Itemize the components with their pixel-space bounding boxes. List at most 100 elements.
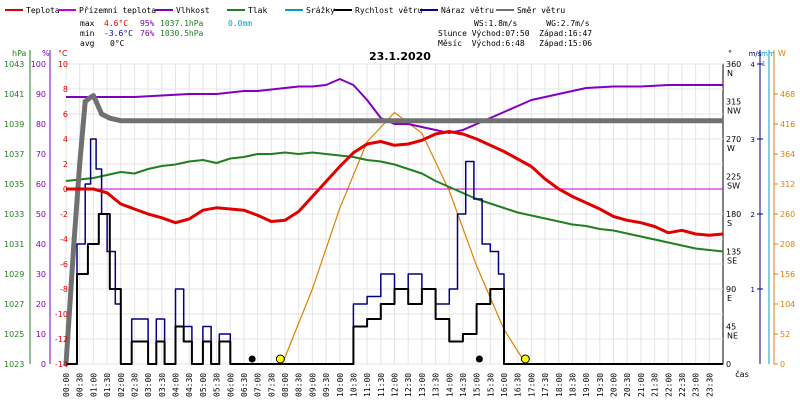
wind-direction-point [93,99,99,104]
celsius-tick-label: -8 [60,285,68,294]
stats-avg-label: avg [80,39,95,48]
time-tick-label: 11:00 [363,373,372,397]
time-tick-label: 14:30 [459,373,468,397]
x-axis-label: čas [735,369,748,379]
time-tick-label: 18:00 [555,373,564,397]
wind-tick-label: 1 [751,286,755,294]
time-tick-label: 06:30 [240,373,249,397]
time-tick-label: 19:30 [596,373,605,397]
stats-min-press: 1030.5hPa [160,29,204,38]
direction-tick-label: 180 [726,210,741,219]
direction-tick-label: 360 [726,60,741,69]
series-tlak-line [65,151,724,253]
direction-tick-label: 45 [726,323,736,332]
direction-name-label: S [727,219,732,228]
time-tick-label: 13:30 [432,373,441,397]
stats-max-temp: 4.6°C [104,19,128,28]
stats-max-hum: 95% [140,19,155,28]
wind-direction-point [99,111,105,117]
percent-tick-label: 80 [36,120,46,129]
legend-label-naraz-vetru: Náraz větru [441,6,494,15]
wind-direction-point [77,161,83,167]
direction-tick-label: 225 [726,173,741,182]
hpa-tick-label: 1023 [4,360,24,369]
celsius-tick-label: -4 [60,235,68,244]
time-tick-label: 16:30 [514,373,523,397]
time-tick-label: 01:30 [103,373,112,397]
time-tick-label: 11:30 [377,373,386,397]
moonset-marker [475,355,483,363]
wind-tick-label: 3 [751,136,755,144]
time-tick-label: 17:30 [541,373,550,397]
percent-tick-label: 70 [36,150,46,159]
celsius-tick-label: -10 [55,310,68,319]
wind-info: WS:1.8m/s WG:2.7m/s [474,19,590,28]
precip-unit-label: mm [761,50,775,58]
series-naraz-vetru-line [66,138,723,365]
legend-label-vlhkost: Vlhkost [176,6,210,15]
precip-tick-label: 1 [762,60,766,68]
time-tick-label: 16:00 [500,373,509,397]
hpa-tick-label: 1041 [4,90,24,99]
legend-label-prizemni-teplota: Přízemní teplota [79,6,156,15]
time-tick-label: 22:30 [678,373,687,397]
time-tick-label: 09:30 [322,373,331,397]
wind-direction-point [82,99,88,104]
hpa-tick-label: 1027 [4,300,24,309]
direction-name-label: SE [727,257,737,266]
time-tick-label: 03:30 [158,373,167,397]
time-tick-label: 08:30 [295,373,304,397]
percent-tick-label: 50 [36,210,46,219]
series-vlhkost-line [66,78,723,134]
hpa-tick-label: 1035 [4,180,24,189]
wind-direction-point [90,93,96,99]
percent-tick-label: 0 [41,360,46,369]
chart-title: 23.1.2020 [369,50,431,63]
time-tick-label: 08:00 [281,373,290,397]
hpa-unit-label: hPa [12,49,27,58]
time-tick-label: 00:00 [62,373,71,397]
solar-tick-label: 260 [780,210,795,219]
percent-tick-label: 40 [36,240,46,249]
direction-name-label: N [727,69,733,78]
solar-tick-label: 416 [780,120,795,129]
percent-tick-label: 10 [36,330,46,339]
stats-min-label: min [80,29,95,38]
time-tick-label: 04:30 [185,373,194,397]
time-tick-label: 21:30 [651,373,660,397]
time-tick-label: 20:30 [623,373,632,397]
stats-max-press: 1037.1hPa [160,19,204,28]
time-tick-label: 22:00 [664,373,673,397]
celsius-tick-label: -14 [55,360,68,369]
time-tick-label: 15:30 [486,373,495,397]
percent-tick-label: 90 [36,90,46,99]
hpa-tick-label: 1039 [4,120,24,129]
time-tick-label: 06:00 [226,373,235,397]
sunrise-marker [275,354,285,364]
time-tick-label: 10:30 [349,373,358,397]
direction-unit-label: ° [728,49,732,58]
time-tick-label: 12:00 [391,373,400,397]
sun-info: Slunce Východ:07:50 Západ:16:47 [438,29,592,38]
direction-tick-label: 0 [726,360,731,369]
direction-name-label: SW [727,182,740,191]
time-tick-label: 07:00 [254,373,263,397]
percent-tick-label: 100 [31,60,46,69]
celsius-tick-label: -2 [60,210,68,219]
stats-avg-temp: 0°C [110,39,125,48]
percent-tick-label: 20 [36,300,46,309]
time-tick-label: 03:00 [144,373,153,397]
percent-tick-label: 30 [36,270,46,279]
time-tick-label: 23:30 [705,373,714,397]
series-teplota-line [66,130,724,237]
time-tick-label: 17:00 [527,373,536,397]
time-tick-label: 18:30 [568,373,577,397]
celsius-tick-label: -6 [60,260,68,269]
solar-tick-label: 364 [780,150,795,159]
stats-min-temp: -3.6°C [104,29,133,38]
wind-tick-label: 4 [751,61,756,69]
time-tick-label: 19:00 [582,373,591,397]
